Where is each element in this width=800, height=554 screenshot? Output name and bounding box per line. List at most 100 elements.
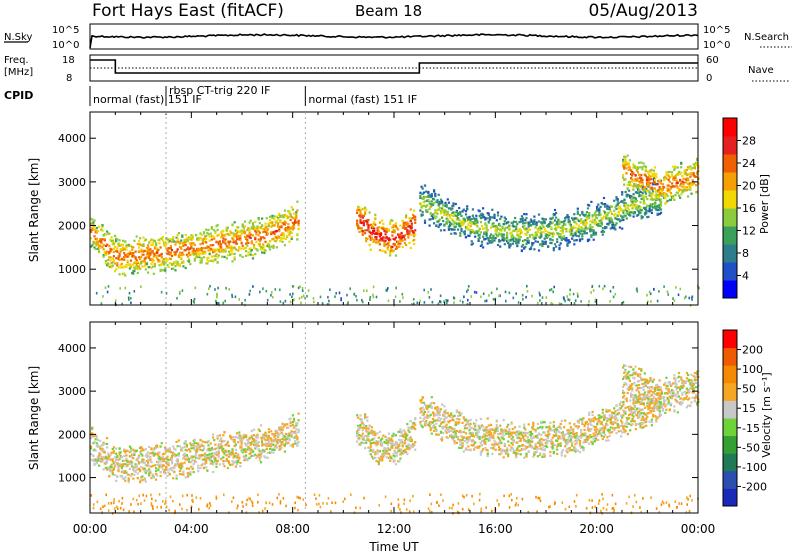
heatmap-cell [688,185,691,188]
heatmap-cell [541,242,544,245]
heatmap-cell [632,185,635,188]
heatmap-cell [295,432,298,435]
heatmap-cell [659,211,663,214]
heatmap-cell [230,250,233,253]
heatmap-cell [111,239,114,242]
heatmap-cell [247,234,250,237]
heatmap-cell [536,230,539,233]
heatmap-cell [591,215,594,218]
heatmap-cell [385,227,388,230]
heatmap-cell [128,267,131,270]
heatmap-cell [94,228,97,231]
heatmap-cell [210,238,213,241]
heatmap-cell [186,475,190,479]
heatmap-cell [520,231,523,234]
heatmap-cell [125,254,128,257]
heatmap-cell [202,237,206,240]
heatmap-cell [624,164,627,167]
heatmap-cell [175,454,178,457]
heatmap-cell [615,198,618,201]
heatmap-cell [365,237,368,240]
heatmap-cell [591,218,594,221]
heatmap-cell [693,175,696,178]
heatmap-cell [640,217,643,220]
heatmap-cell [444,409,447,412]
heatmap-cell [490,291,493,295]
heatmap-cell [525,295,527,299]
heatmap-cell [376,232,379,235]
heatmap-cell [671,173,674,176]
heatmap-cell [91,432,94,435]
heatmap-cell [364,434,367,437]
heatmap-cell [231,260,234,263]
heatmap-cell [573,220,576,223]
heatmap-cell [641,185,644,188]
heatmap-cell [134,250,137,253]
heatmap-cell [217,286,219,290]
heatmap-cell [617,201,620,204]
heatmap-cell [531,294,533,298]
heatmap-cell [150,266,153,270]
heatmap-cell [473,290,476,294]
heatmap-cell [197,443,200,446]
heatmap-cell [287,223,290,226]
heatmap-cell [225,444,228,447]
heatmap-cell [200,464,203,467]
heatmap-cell [132,263,135,266]
heatmap-cell [201,242,204,245]
heatmap-cell [295,434,298,437]
heatmap-cell [425,204,428,207]
heatmap-cell [248,293,251,296]
heatmap-cell [197,464,200,467]
heatmap-cell [485,230,488,234]
heatmap-cell [575,234,578,237]
heatmap-cell [577,224,580,227]
heatmap-cell [669,187,673,190]
heatmap-cell [565,237,568,240]
heatmap-cell [643,189,646,192]
heatmap-cell [391,446,394,449]
heatmap-cell [467,298,469,302]
heatmap-cell [682,188,685,191]
heatmap-cell [583,232,586,235]
heatmap-cell [210,226,213,229]
heatmap-cell [441,202,444,205]
heatmap-cell [278,228,281,231]
heatmap-cell [230,247,233,250]
heatmap-cell [127,477,130,480]
heatmap-cell [397,245,400,248]
heatmap-cell [177,452,180,455]
heatmap-cell [411,423,415,426]
heatmap-cell [186,255,190,258]
heatmap-cell [470,243,473,246]
heatmap-cell [281,433,284,436]
heatmap-cell [624,208,627,211]
heatmap-cell [182,265,185,268]
heatmap-cell [152,448,155,451]
heatmap-cell [147,271,150,274]
heatmap-cell [197,247,200,250]
heatmap-cell [459,232,462,235]
heatmap-cell [96,241,99,244]
heatmap-cell [427,405,430,408]
heatmap-cell [551,302,554,306]
heatmap-cell [661,193,665,196]
heatmap-cell [366,416,369,419]
heatmap-cell [239,434,242,437]
heatmap-cell [674,165,677,168]
heatmap-cell [405,244,408,247]
heatmap-cell [372,285,375,289]
heatmap-cell [156,257,159,260]
heatmap-cell [588,214,591,217]
heatmap-cell [627,162,630,165]
heatmap-cell [272,443,275,446]
heatmap-cell [390,457,393,460]
heatmap-cell [557,233,560,236]
heatmap-cell [470,295,473,298]
heatmap-cell [359,418,362,421]
heatmap-cell [221,440,224,443]
heatmap-cell [125,457,128,460]
heatmap-cell [631,171,634,174]
heatmap-cell [381,457,384,460]
heatmap-cell [687,179,690,182]
